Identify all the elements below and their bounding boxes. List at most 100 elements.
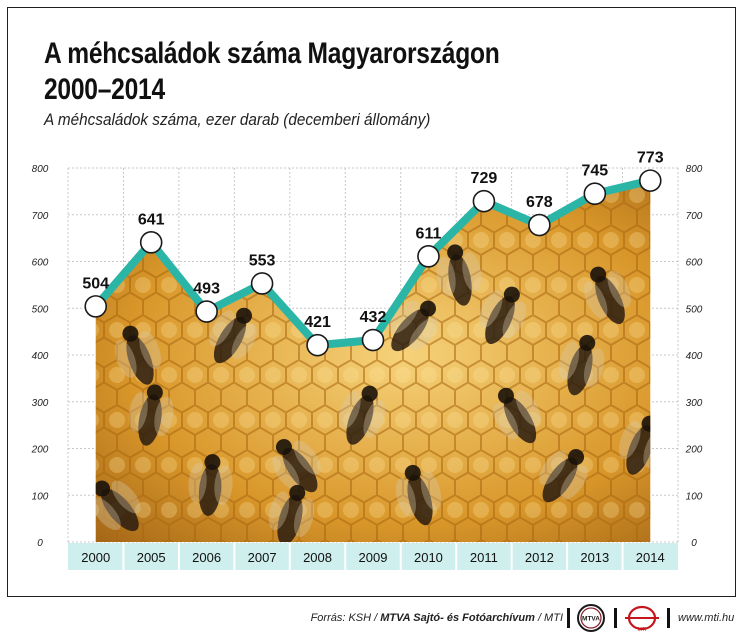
bee-shape xyxy=(268,484,315,542)
y-tick-label-left: 0 xyxy=(37,538,43,549)
bee-wing xyxy=(643,429,651,468)
bee-body xyxy=(346,395,374,445)
data-point xyxy=(472,189,496,213)
bee-wing xyxy=(114,339,137,378)
x-tick-label: 2013 xyxy=(580,550,609,565)
data-point xyxy=(528,213,551,237)
bee-shape xyxy=(479,286,527,345)
bee-wing xyxy=(272,455,300,490)
bee-wing xyxy=(154,396,174,437)
footer: Forrás: KSH / MTVA Sajtó- és Fotóarchívu… xyxy=(0,600,745,639)
bee-body xyxy=(277,494,303,542)
bee-wing xyxy=(139,330,162,369)
y-tick-label-left: 600 xyxy=(32,258,49,269)
x-axis-band-background xyxy=(68,543,678,570)
x-tick-label: 2000 xyxy=(81,550,110,565)
bee-shape xyxy=(389,300,439,352)
bee-shape xyxy=(188,454,233,516)
y-tick-label-left: 800 xyxy=(32,164,49,175)
data-label: 432 xyxy=(360,309,387,326)
bee-body xyxy=(595,275,625,325)
bee-shape xyxy=(128,384,174,446)
bee-head xyxy=(641,415,651,432)
y-tick-label-right: 300 xyxy=(686,398,703,409)
x-tick-label: 2011 xyxy=(470,550,498,565)
y-tick-label-right: 700 xyxy=(686,211,703,222)
bee-shape xyxy=(539,449,588,503)
bee-body xyxy=(198,464,222,516)
bee-wing xyxy=(515,390,541,427)
data-label: 678 xyxy=(526,194,553,211)
bee-wing xyxy=(618,420,641,459)
x-tick-label: 2010 xyxy=(414,550,443,565)
bee-wing xyxy=(293,498,315,538)
bee-head xyxy=(568,449,585,466)
bee-wing xyxy=(188,462,207,503)
x-tick-label: 2005 xyxy=(137,550,166,565)
separator xyxy=(567,608,570,628)
x-tick-label: 2014 xyxy=(636,550,665,565)
chart-subtitle: A méhcsaládok száma, ezer darab (decembe… xyxy=(44,110,431,129)
bee-shape xyxy=(114,325,162,385)
data-point xyxy=(306,333,329,357)
data-label: 421 xyxy=(304,314,331,331)
bee-head xyxy=(404,464,421,481)
series-line-layer: 504 641 493 553 421 432 611 729 678 745 773 xyxy=(82,150,664,357)
website-link[interactable]: www.mti.hu xyxy=(678,612,735,624)
bee-body xyxy=(407,474,433,526)
line-chart: 2000 2005 2006 2007 2008 2009 2010 2011 2012 2013… xyxy=(31,150,703,570)
bee-wing xyxy=(363,399,386,438)
data-label: 493 xyxy=(193,281,220,298)
bee-wing xyxy=(214,465,233,506)
bee-body xyxy=(101,488,139,532)
bee-wing xyxy=(493,403,519,440)
source-suffix: / MTI xyxy=(534,612,563,624)
bee-head xyxy=(289,484,306,501)
bee-body xyxy=(485,295,515,345)
data-label: 553 xyxy=(249,252,276,269)
x-tick-label: 2012 xyxy=(525,550,554,565)
bee-shape xyxy=(209,307,257,364)
bee-shape xyxy=(558,334,605,396)
bee-head xyxy=(361,385,378,402)
x-tick-label: 2008 xyxy=(303,550,332,565)
bee-wing xyxy=(560,465,588,500)
y-tick-label-right: 500 xyxy=(686,304,703,315)
y-tick-label-right: 800 xyxy=(686,164,703,175)
data-point xyxy=(638,169,662,192)
mtva-logo-text: MTVA xyxy=(582,616,600,623)
y-tick-label-left: 400 xyxy=(32,351,49,362)
bee-body xyxy=(567,344,593,396)
bee-head xyxy=(122,325,139,342)
bee-wing xyxy=(268,491,290,531)
bee-wing xyxy=(558,341,580,381)
bee-shape xyxy=(338,385,386,445)
bee-wing xyxy=(607,270,631,308)
bee-shape xyxy=(95,480,141,532)
x-axis-band: 2000 2005 2006 2007 2008 2009 2010 2011 2012 2013… xyxy=(68,543,678,570)
bee-wing xyxy=(583,281,608,319)
title-line-2: 2000–2014 xyxy=(44,73,165,106)
y-tick-label-left: 200 xyxy=(31,445,49,456)
bee-head xyxy=(590,266,607,283)
y-tick-label-right: 400 xyxy=(686,351,703,362)
bee-body xyxy=(138,394,162,446)
y-axes: 0 0 100 100 200 200 300 300 400 400 500 500 600 600 70… xyxy=(31,164,703,549)
y-tick-label-left: 300 xyxy=(32,398,49,409)
bee-shape xyxy=(436,244,482,306)
bee-head xyxy=(579,334,596,351)
bee-wing xyxy=(539,450,567,485)
bee-wing xyxy=(128,392,148,432)
bee-head xyxy=(236,307,252,324)
bee-wing xyxy=(293,440,321,475)
bee-wing xyxy=(420,471,442,511)
bee-head xyxy=(204,454,221,471)
y-tick-label-left: 500 xyxy=(32,304,49,315)
data-label: 773 xyxy=(637,150,664,167)
data-label: 641 xyxy=(138,211,165,228)
bee-wing xyxy=(583,348,605,388)
bee-body xyxy=(391,308,429,352)
chart-title: A méhcsaládok száma Magyarországon 2000–… xyxy=(44,36,500,108)
bee-body xyxy=(282,447,318,493)
data-label: 504 xyxy=(82,275,109,292)
